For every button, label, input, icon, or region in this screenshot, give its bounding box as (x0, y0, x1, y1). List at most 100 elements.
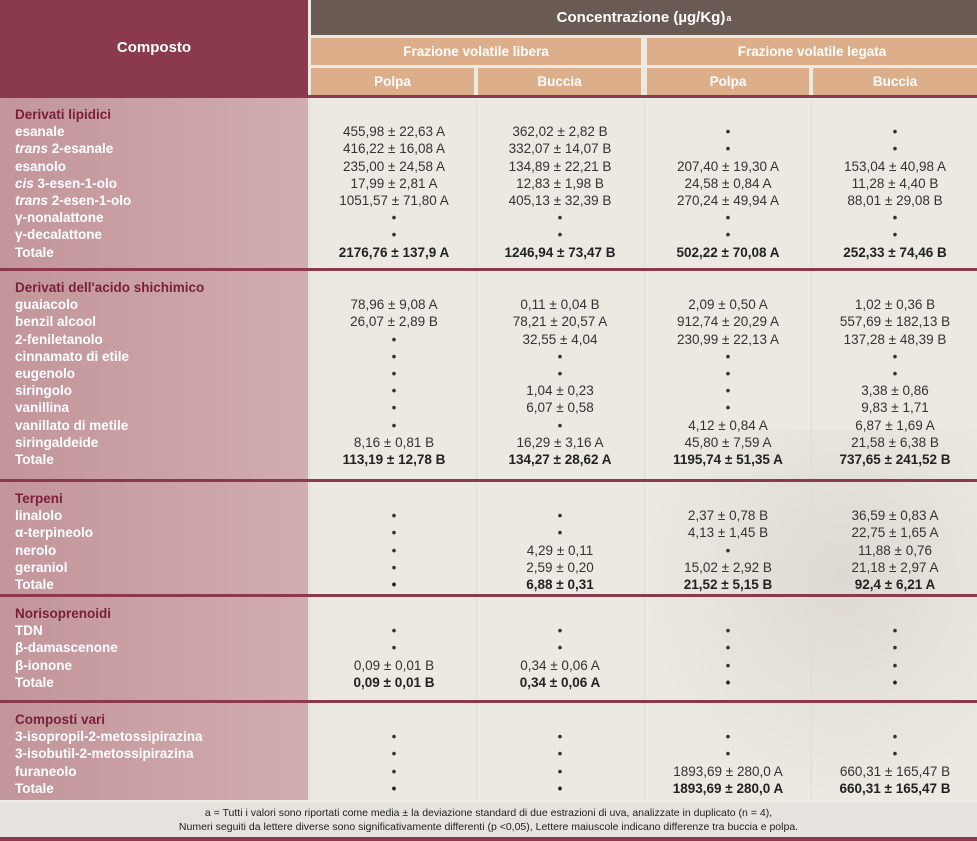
compound-name: γ-nonalattone (15, 209, 104, 226)
total-value-cell: 6,88 ± 0,31 (526, 577, 594, 592)
header-sub-free-skin: Buccia (478, 68, 641, 95)
header-group-free-label: Frazione volatile libera (403, 44, 549, 59)
total-value-cell: 252,33 ± 74,46 B (843, 244, 947, 260)
value-cell: 15,02 ± 2,92 B (684, 559, 772, 575)
section-title: Composti vari (15, 712, 106, 727)
value-cell: 405,13 ± 32,39 B (508, 193, 612, 208)
compound-name-text: cinnamato di etile (15, 348, 130, 364)
value-cell: • (391, 542, 397, 558)
compound-name: eugenolo (15, 365, 75, 382)
total-value-cell: 113,19 ± 12,78 B (342, 452, 446, 467)
value-cell: • (725, 657, 731, 673)
compound-name-text: eugenolo (15, 366, 75, 381)
value-cell: 362,02 ± 2,82 B (512, 124, 608, 140)
total-value-cell: 1893,69 ± 280,0 A (672, 780, 784, 796)
column-divider (309, 98, 310, 268)
value-cell: • (557, 227, 563, 243)
value-cell: 9,83 ± 1,71 (861, 400, 929, 416)
section-title: Terpeni (15, 491, 63, 506)
value-cell: • (892, 657, 898, 673)
value-cell: • (391, 559, 397, 575)
compound-name: esanolo (15, 158, 66, 175)
value-cell: 3,38 ± 0,86 (861, 383, 929, 399)
section-separator (0, 700, 977, 703)
value-cell: 11,28 ± 4,40 B (851, 175, 939, 191)
value-cell: • (725, 542, 731, 558)
value-cell: • (892, 640, 898, 656)
header-compound: Composto (0, 0, 308, 95)
compound-name-text: nerolo (15, 542, 57, 558)
header-sub-label: Polpa (709, 74, 747, 89)
value-cell: • (892, 746, 898, 762)
value-cell: 153,04 ± 40,98 A (844, 158, 946, 174)
header-separator (0, 95, 977, 98)
header-concentration-label: Concentrazione (µg/Kg) (556, 9, 726, 26)
background-leaf-watermark (640, 430, 977, 800)
compound-name-text: 2-esen-1-olo (48, 193, 132, 208)
compound-name: cis 3-esen-1-olo (15, 175, 117, 192)
column-divider (476, 98, 477, 268)
compound-name: geraniol (15, 559, 68, 576)
value-cell: 4,12 ± 0,84 A (688, 417, 768, 433)
header-compound-label: Composto (116, 39, 192, 56)
compound-name-text: vanillato di metile (15, 417, 129, 433)
value-cell: 22,75 ± 1,65 A (851, 525, 939, 541)
header-sub-label: Buccia (537, 74, 582, 89)
header-sub-label: Polpa (374, 74, 411, 89)
compound-name-text: geraniol (15, 559, 68, 575)
compound-name: 2-feniletanolo (15, 331, 103, 348)
value-cell: • (391, 366, 397, 381)
compound-name-text: γ-decalattone (15, 227, 103, 243)
value-cell: 78,21 ± 20,57 A (512, 314, 608, 330)
value-cell: 270,24 ± 49,94 A (677, 193, 779, 208)
value-cell: 332,07 ± 14,07 B (508, 141, 612, 157)
value-cell: • (892, 623, 898, 639)
compound-name-text: β-damascenone (15, 640, 118, 656)
value-cell: 1051,57 ± 71,80 A (339, 193, 449, 208)
compound-name-text: linalolo (15, 508, 63, 524)
compound-name-text: Totale (15, 780, 54, 796)
compound-name: 3-isobutil-2-metossipirazina (15, 745, 194, 762)
value-cell: • (892, 227, 898, 243)
compound-name-text: siringaldeide (15, 434, 99, 450)
header-concentration: Concentrazione (µg/Kg) a (311, 0, 977, 35)
total-value-cell: 1246,94 ± 73,47 B (504, 244, 616, 260)
value-cell: 4,13 ± 1,45 B (687, 525, 769, 541)
isomer-prefix: trans (15, 193, 49, 208)
total-label: Totale (15, 244, 54, 261)
value-cell: 1,02 ± 0,36 B (854, 297, 936, 313)
value-cell: • (557, 640, 563, 656)
value-cell: • (892, 366, 898, 381)
compound-name: siringaldeide (15, 434, 98, 451)
column-divider (811, 98, 812, 268)
compound-name: guaiacolo (15, 296, 78, 313)
compound-name-text: 3-esen-1-olo (33, 175, 118, 191)
compound-name: γ-decalattone (15, 226, 102, 243)
compound-name: 3-isopropil-2-metossipirazina (15, 728, 203, 745)
compound-name-text: β-ionone (15, 657, 72, 673)
section-label-column (0, 597, 308, 700)
compound-name-text: Totale (15, 577, 54, 592)
total-label: Totale (15, 780, 54, 797)
value-cell: • (725, 210, 731, 226)
value-cell: 88,01 ± 29,08 B (847, 193, 943, 208)
value-cell: 235,00 ± 24,58 A (343, 158, 445, 174)
value-cell: • (725, 640, 731, 656)
header-sub-bound-pulp: Polpa (647, 68, 809, 95)
compound-name-text: 3-isobutil-2-metossipirazina (15, 746, 194, 762)
value-cell: • (391, 623, 397, 639)
total-value-cell: 21,52 ± 5,15 B (683, 577, 773, 592)
value-cell: • (557, 525, 563, 541)
total-value-cell: • (391, 577, 397, 592)
compound-name-text: Totale (15, 674, 54, 690)
section-separator (0, 268, 977, 271)
value-cell: 1,04 ± 0,23 (526, 383, 594, 399)
column-divider (309, 482, 310, 594)
value-cell: 21,58 ± 6,38 B (851, 434, 939, 450)
compound-name-text: γ-nonalattone (15, 210, 104, 226)
value-cell: 78,96 ± 9,08 A (350, 297, 438, 313)
column-divider (644, 482, 645, 594)
column-divider (309, 271, 310, 479)
compound-name-text: vanillina (15, 400, 70, 416)
compound-name-text: Totale (15, 244, 54, 260)
